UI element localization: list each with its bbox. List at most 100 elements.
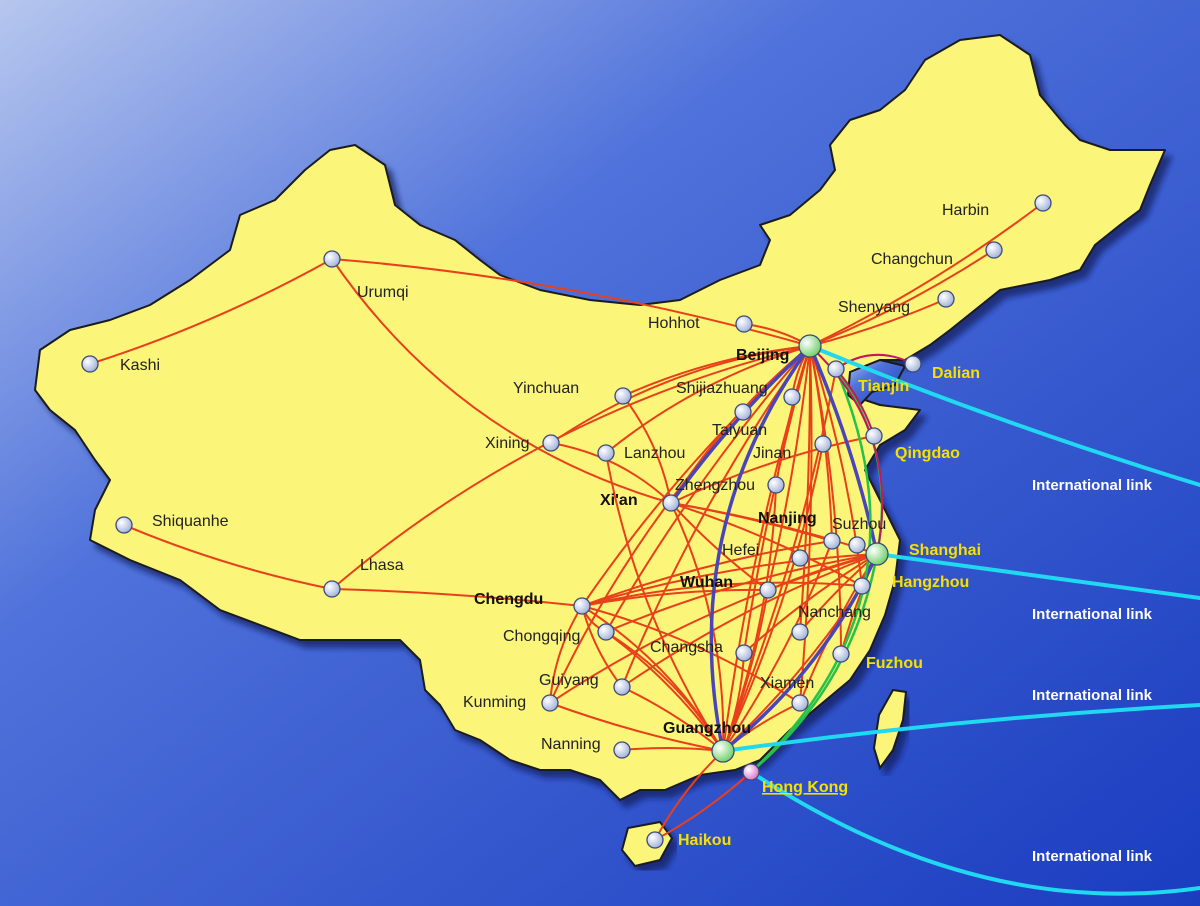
route-network [89, 202, 1200, 896]
city-label-dalian: Dalian [932, 365, 980, 382]
city-label-xining: Xining [485, 435, 529, 452]
international-link-label: International link [1032, 606, 1153, 623]
city-node-dalian [904, 355, 922, 373]
city-node-nanchang [791, 623, 809, 641]
domestic-route [670, 502, 833, 542]
international-route [875, 552, 1200, 600]
city-label-taiyuan: Taiyuan [712, 422, 767, 439]
domestic-route [581, 605, 801, 704]
trunk-route [669, 344, 812, 505]
city-label-kashi: Kashi [120, 357, 160, 374]
city-label-tianjin: Tianjin [858, 378, 909, 395]
city-label-haikou: Haikou [678, 832, 731, 849]
city-node-lhasa [323, 580, 341, 598]
city-node-shenyang [937, 290, 955, 308]
domestic-route [809, 249, 995, 347]
city-node-kunming [541, 694, 559, 712]
domestic-route [654, 771, 752, 841]
city-label-beijing: Beijing [736, 347, 789, 364]
city-node-qingdao [865, 427, 883, 445]
city-node-shiquanhe [115, 516, 133, 534]
domestic-route [722, 540, 833, 752]
city-node-shijiazhuang [783, 388, 801, 406]
city-node-changchun [985, 241, 1003, 259]
city-node-jinan [814, 435, 832, 453]
city-node-harbin [1034, 194, 1052, 212]
international-route [808, 344, 1200, 487]
domestic-route [581, 553, 878, 607]
city-node-lanzhou [597, 444, 615, 462]
domestic-route [722, 484, 777, 752]
international-link-label: International link [1032, 848, 1153, 865]
city-node-fuzhou [832, 645, 850, 663]
domestic-route [605, 553, 878, 633]
city-label-chongqing: Chongqing [503, 628, 580, 645]
bohai-sea [846, 358, 907, 407]
city-label-shenyang: Shenyang [838, 299, 910, 316]
city-label-qingdao: Qingdao [895, 445, 960, 462]
international-link-label: International link [1032, 477, 1153, 494]
domestic-route [654, 750, 724, 841]
city-node-chengdu [573, 597, 591, 615]
city-node-haikou [646, 831, 664, 849]
city-node-zhengzhou [767, 476, 785, 494]
city-node-hohhot [735, 315, 753, 333]
city-label-guangzhou: Guangzhou [663, 720, 751, 737]
city-label-shijiazhuang: Shijiazhuang [676, 380, 768, 397]
city-label-hangzhou: Hangzhou [892, 574, 969, 591]
city-nodes [81, 194, 1052, 849]
domestic-route [670, 502, 863, 587]
domestic-route [605, 452, 724, 752]
international-link-labels: International link International link In… [1032, 477, 1153, 865]
domestic-route [775, 345, 811, 486]
city-label-changsha: Changsha [650, 639, 723, 656]
city-label-lanzhou: Lanzhou [624, 445, 685, 462]
city-label-lhasa: Lhasa [360, 557, 404, 574]
city-label-changchun: Changchun [871, 251, 953, 268]
domestic-route [722, 443, 824, 752]
international-link-label: International link [1032, 687, 1153, 704]
international-route [749, 770, 1200, 896]
city-label-guiyang: Guiyang [539, 672, 599, 689]
city-node-hefei [791, 549, 809, 567]
city-label-shiquanhe: Shiquanhe [152, 513, 229, 530]
city-node-chongqing [597, 623, 615, 641]
city-label-jinan: Jinan [753, 445, 791, 462]
domestic-route [621, 686, 724, 752]
city-node-suzhou [848, 536, 866, 554]
city-node-kashi [81, 355, 99, 373]
domestic-route [549, 553, 878, 704]
domestic-route [581, 588, 769, 607]
international-route [721, 703, 1200, 753]
city-node-urumqi [323, 250, 341, 268]
city-label-urumqi: Urumqi [357, 284, 409, 301]
domestic-route [550, 442, 672, 504]
domestic-route [605, 345, 811, 454]
domestic-route [549, 605, 583, 704]
city-label-yinchuan: Yinchuan [513, 380, 579, 397]
domestic-route [89, 258, 333, 365]
city-label-fuzhou: Fuzhou [866, 655, 923, 672]
city-node-guiyang [613, 678, 631, 696]
city-label-wuhan: Wuhan [680, 574, 733, 591]
city-node-hongkong [742, 763, 760, 781]
domestic-route [670, 502, 769, 591]
domestic-route [549, 702, 724, 752]
domestic-route [809, 298, 947, 347]
city-label-nanchang: Nanchang [798, 604, 871, 621]
city-label-hefei: Hefei [722, 542, 759, 559]
domestic-route [581, 605, 623, 688]
city-label-kunming: Kunming [463, 694, 526, 711]
city-label-shanghai: Shanghai [909, 542, 981, 559]
city-labels: Harbin Changchun Shenyang Dalian Hohhot Beiji… [120, 202, 989, 849]
city-label-suzhou: Suzhou [832, 516, 886, 533]
city-node-xining [542, 434, 560, 452]
city-label-nanning: Nanning [541, 736, 601, 753]
city-node-xiamen [791, 694, 809, 712]
city-label-xiamen: Xiamen [760, 675, 814, 692]
bohai-route [835, 353, 914, 370]
domestic-route [809, 202, 1044, 347]
city-node-yinchuan [614, 387, 632, 405]
city-label-nanjing: Nanjing [758, 510, 817, 527]
